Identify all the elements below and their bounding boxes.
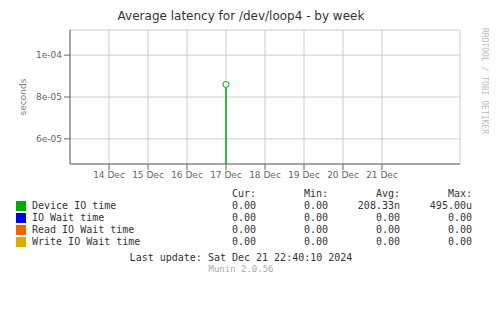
html-text:0.00: 0.00 [447, 212, 472, 223]
html-text:0.00: 0.00 [303, 212, 328, 223]
svg-text:1e-04: 1e-04 [36, 50, 62, 60]
svg-text:18 Dec: 18 Dec [249, 170, 281, 180]
html-text:0.00: 0.00 [303, 200, 328, 211]
html-text:0.00: 0.00 [231, 224, 256, 235]
svg-text:17 Dec: 17 Dec [210, 170, 242, 180]
html-text:0.00: 0.00 [303, 224, 328, 235]
html-text:Write IO Wait time: Write IO Wait time [32, 236, 141, 247]
svg-text:15 Dec: 15 Dec [132, 170, 164, 180]
html-text:Average latency for /dev/loop4: Average latency for /dev/loop4 - by week [117, 9, 365, 23]
svg-text:seconds: seconds [18, 78, 28, 115]
html-text:0.00: 0.00 [231, 200, 256, 211]
html-text:RRDTOOL / TOBI OETIKER: RRDTOOL / TOBI OETIKER [480, 28, 489, 134]
svg-text:21 Dec: 21 Dec [366, 170, 398, 180]
svg-text:19 Dec: 19 Dec [288, 170, 320, 180]
svg-text:6e-05: 6e-05 [36, 134, 62, 144]
html-text:Max:: Max: [447, 188, 472, 199]
html-text:0.00: 0.00 [375, 236, 400, 247]
html-text:Cur:: Cur: [231, 188, 256, 199]
svg-text:20 Dec: 20 Dec [327, 170, 359, 180]
html-text:Avg:: Avg: [375, 188, 400, 199]
html-text:Min:: Min: [303, 188, 328, 199]
html-text:0.00: 0.00 [231, 212, 256, 223]
svg-text:14 Dec: 14 Dec [93, 170, 125, 180]
html-text:0.00: 0.00 [303, 236, 328, 247]
html-text:0.00: 0.00 [375, 212, 400, 223]
html-text:Device IO time: Device IO time [32, 200, 117, 211]
html-text:0.00: 0.00 [447, 224, 472, 235]
html-text:Munin 2.0.56: Munin 2.0.56 [208, 264, 274, 274]
html-text:0.00: 0.00 [447, 236, 472, 247]
svg-text:16 Dec: 16 Dec [171, 170, 203, 180]
html-text:Read IO Wait time: Read IO Wait time [32, 224, 135, 235]
html-text:Last update: Sat Dec 21 22:40:: Last update: Sat Dec 21 22:40:10 2024 [129, 252, 353, 263]
svg-text:8e-05: 8e-05 [36, 92, 62, 102]
html-text:495.00u: 495.00u [429, 200, 472, 211]
html-text:0.00: 0.00 [375, 224, 400, 235]
html-text:IO Wait time: IO Wait time [32, 212, 105, 223]
html-text:208.33n: 208.33n [357, 200, 400, 211]
html-text:0.00: 0.00 [231, 236, 256, 247]
